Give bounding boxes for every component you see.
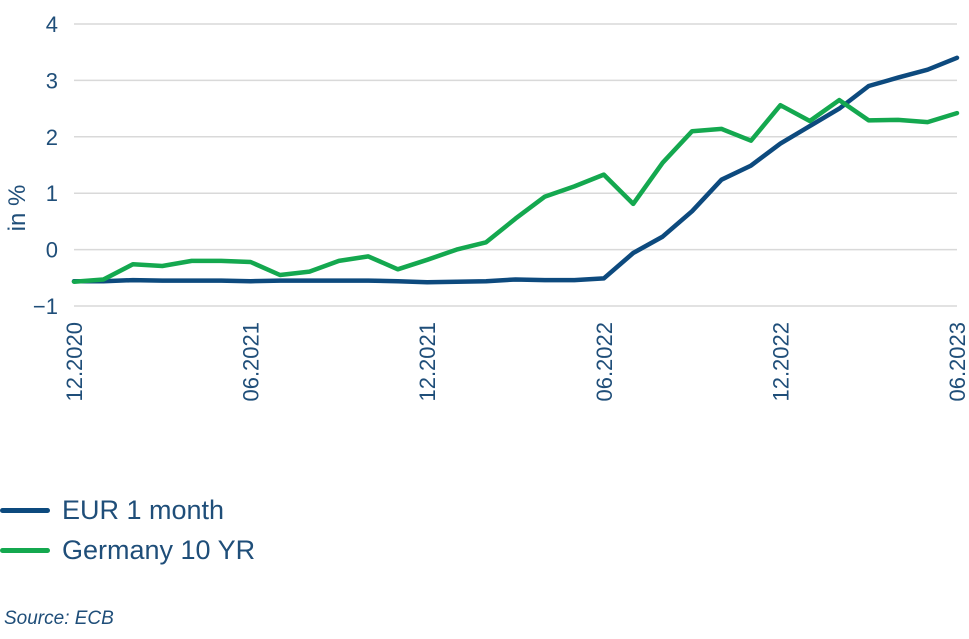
series-lines [71, 55, 960, 285]
y-tick-label: 0 [46, 238, 58, 263]
legend: EUR 1 month Germany 10 YR [0, 490, 255, 570]
series-line-germany-10-yr [71, 97, 960, 284]
gridlines [74, 23, 957, 307]
x-tick-label: 06.2021 [239, 322, 264, 402]
y-tick-label: −1 [33, 294, 58, 319]
y-tick-label: 1 [46, 181, 58, 206]
x-tick-label: 12.2021 [415, 322, 440, 402]
line-chart: 4 3 2 1 0 −1 in % 12.2020 06.2021 12.2021 06.202… [4, 12, 969, 402]
x-tick-label: 12.2022 [768, 322, 793, 402]
x-tick-label: 06.2023 [945, 322, 969, 402]
legend-swatch [0, 547, 50, 553]
legend-item-germany-10-yr: Germany 10 YR [0, 530, 255, 570]
y-axis-label: in % [4, 185, 31, 232]
y-axis-ticks: 4 3 2 1 0 −1 [33, 12, 58, 319]
x-tick-label: 06.2022 [592, 322, 617, 402]
series-line-eur-1-month [71, 55, 960, 285]
y-tick-label: 3 [46, 68, 58, 93]
legend-swatch [0, 507, 50, 513]
x-tick-label: 12.2020 [62, 322, 87, 402]
y-tick-label: 2 [46, 125, 58, 150]
y-tick-label: 4 [46, 12, 58, 37]
x-axis-ticks: 12.2020 06.2021 12.2021 06.2022 12.2022 06.20… [62, 322, 969, 402]
source-note: Source: ECB [4, 608, 114, 629]
legend-label: Germany 10 YR [62, 534, 256, 565]
legend-item-eur-1-month: EUR 1 month [0, 490, 255, 530]
legend-label: EUR 1 month [62, 494, 225, 525]
